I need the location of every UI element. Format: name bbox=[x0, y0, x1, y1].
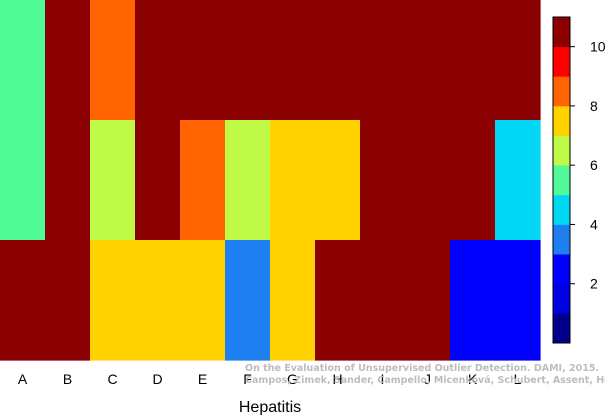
heatmap-cell-L-3 bbox=[495, 240, 541, 361]
colorbar-border bbox=[552, 16, 571, 344]
colorbar-tick-label-8: 8 bbox=[590, 98, 598, 114]
colorbar-bin-1-2 bbox=[553, 283, 570, 314]
heatmap-cell-C-1 bbox=[90, 0, 136, 121]
colorbar-bin-6-7 bbox=[553, 135, 570, 166]
heatmap-cell-G-1 bbox=[270, 0, 316, 121]
heatmap-cell-G-2 bbox=[270, 120, 316, 241]
x-tick-label-F: F bbox=[243, 371, 252, 387]
heatmap-cell-J-1 bbox=[405, 0, 451, 121]
heatmap-cell-A-3 bbox=[0, 240, 46, 361]
colorbar-tick-label-4: 4 bbox=[590, 216, 598, 232]
colorbar-bin-9-10 bbox=[553, 46, 570, 77]
colorbar-bin-4-5 bbox=[553, 194, 570, 225]
heatmap-cell-B-3 bbox=[45, 240, 91, 361]
watermark-line-2: Campos, Zimek, Sander, Campello, Micenko… bbox=[245, 375, 605, 386]
heatmap-cell-K-2 bbox=[450, 120, 496, 241]
colorbar-bin-3-4 bbox=[553, 224, 570, 255]
heatmap-cell-G-3 bbox=[270, 240, 316, 361]
heatmap-cell-E-2 bbox=[180, 120, 226, 241]
heatmap-cell-A-1 bbox=[0, 0, 46, 121]
colorbar-bin-8-9 bbox=[553, 76, 570, 107]
x-tick-label-J: J bbox=[424, 371, 431, 387]
x-tick-label-E: E bbox=[198, 371, 207, 387]
x-tick-label-G: G bbox=[287, 371, 298, 387]
x-axis-title: Hepatitis bbox=[239, 399, 301, 415]
x-tick-label-B: B bbox=[63, 371, 72, 387]
x-tick-label-L: L bbox=[514, 371, 522, 387]
heatmap-cell-J-2 bbox=[405, 120, 451, 241]
heatmap-cell-D-2 bbox=[135, 120, 181, 241]
colorbar-bin-10-11 bbox=[553, 17, 570, 48]
heatmap-cell-B-1 bbox=[45, 0, 91, 121]
heatmap-cell-B-2 bbox=[45, 120, 91, 241]
colorbar-bin-2-3 bbox=[553, 254, 570, 285]
colorbar-tick-label-10: 10 bbox=[590, 39, 605, 55]
heatmap-cell-L-2 bbox=[495, 120, 541, 241]
heatmap-cell-D-1 bbox=[135, 0, 181, 121]
heatmap-cell-I-1 bbox=[360, 0, 406, 121]
colorbar-bin-5-6 bbox=[553, 165, 570, 196]
heatmap-cell-H-3 bbox=[315, 240, 361, 361]
colorbar-bin-0-1 bbox=[553, 313, 570, 344]
heatmap-cell-K-1 bbox=[450, 0, 496, 121]
x-tick-label-K: K bbox=[468, 371, 478, 387]
colorbar-tick-label-6: 6 bbox=[590, 157, 598, 173]
heatmap-cell-J-3 bbox=[405, 240, 451, 361]
heatmap-cell-F-2 bbox=[225, 120, 271, 241]
watermark-line-1: On the Evaluation of Unsupervised Outlie… bbox=[245, 363, 599, 374]
heatmap-cell-I-2 bbox=[360, 120, 406, 241]
heatmap-cell-C-3 bbox=[90, 240, 136, 361]
colorbar bbox=[552, 16, 571, 344]
x-tick-label-A: A bbox=[18, 371, 28, 387]
heatmap-cells bbox=[0, 0, 541, 361]
heatmap-cell-K-3 bbox=[450, 240, 496, 361]
heatmap-cell-H-1 bbox=[315, 0, 361, 121]
colorbar-bin-7-8 bbox=[553, 105, 570, 136]
heatmap-cell-H-2 bbox=[315, 120, 361, 241]
heatmap-cell-E-3 bbox=[180, 240, 226, 361]
heatmap-cell-E-1 bbox=[180, 0, 226, 121]
heatmap-cell-F-1 bbox=[225, 0, 271, 121]
x-axis-tick-labels: A B C D E F G H I J K L bbox=[18, 371, 522, 387]
x-tick-label-C: C bbox=[107, 371, 117, 387]
x-tick-label-I: I bbox=[381, 371, 385, 387]
heatmap-cell-L-1 bbox=[495, 0, 541, 121]
x-tick-label-D: D bbox=[152, 371, 162, 387]
colorbar-tick-label-2: 2 bbox=[590, 276, 598, 292]
x-tick-label-H: H bbox=[332, 371, 342, 387]
heatmap-cell-F-3 bbox=[225, 240, 271, 361]
heatmap-cell-D-3 bbox=[135, 240, 181, 361]
heatmap-cell-I-3 bbox=[360, 240, 406, 361]
heatmap-cell-C-2 bbox=[90, 120, 136, 241]
heatmap-cell-A-2 bbox=[0, 120, 46, 241]
colorbar-ticks: 2 4 6 8 10 bbox=[570, 39, 605, 292]
